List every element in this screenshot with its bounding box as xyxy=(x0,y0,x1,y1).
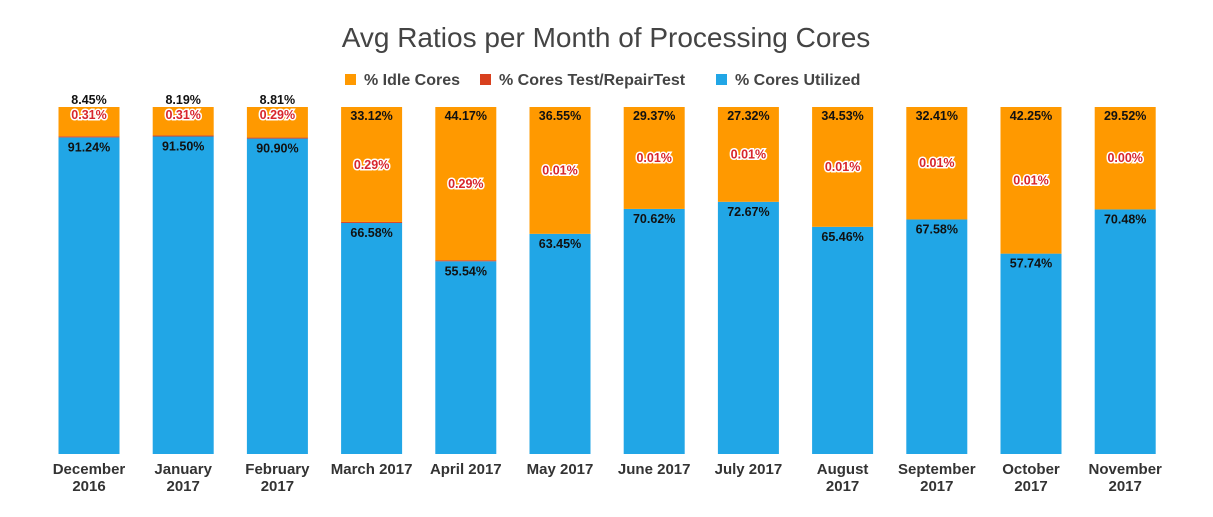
bar-idle xyxy=(717,107,779,202)
data-label-test-repair: 0.01% xyxy=(919,156,954,170)
data-label-utilized: 55.54% xyxy=(445,264,487,278)
data-label-idle: 8.19% xyxy=(165,93,200,107)
data-label-test-repair: 0.29% xyxy=(260,108,295,122)
bar-idle xyxy=(1094,107,1156,210)
data-label-test-repair: 0.29% xyxy=(354,158,389,172)
bar-idle xyxy=(58,107,120,137)
data-label-idle: 34.53% xyxy=(821,109,863,123)
legend-swatch-cores-test-repairtest xyxy=(480,74,491,85)
data-label-idle: 29.37% xyxy=(633,109,675,123)
x-tick-label: January 2017 xyxy=(154,461,212,495)
x-tick-label: June 2017 xyxy=(618,461,691,478)
x-tick-label: August 2017 xyxy=(817,461,869,495)
legend-label-cores-utilized: % Cores Utilized xyxy=(735,72,860,89)
x-tick-label: March 2017 xyxy=(331,461,413,478)
x-tick-label: April 2017 xyxy=(430,461,502,478)
data-label-utilized: 91.50% xyxy=(162,139,204,153)
x-tick-label: October 2017 xyxy=(1002,461,1060,495)
bar-utilized xyxy=(529,233,591,454)
data-label-idle: 42.25% xyxy=(1010,109,1052,123)
data-label-test-repair: 0.01% xyxy=(825,160,860,174)
bar-idle xyxy=(152,107,214,136)
data-label-utilized: 70.62% xyxy=(633,212,675,226)
legend: % Idle Cores % Cores Test/RepairTest % Cor… xyxy=(345,72,860,89)
bar-utilized xyxy=(623,208,685,454)
data-label-utilized: 70.48% xyxy=(1104,212,1146,226)
data-label-idle: 8.81% xyxy=(260,93,295,107)
data-label-utilized: 57.74% xyxy=(1010,257,1052,271)
data-label-idle: 29.52% xyxy=(1104,109,1146,123)
bar-test-repair xyxy=(435,260,497,262)
data-label-test-repair: 0.01% xyxy=(636,151,671,165)
data-label-utilized: 66.58% xyxy=(350,226,392,240)
x-tick-label: November 2017 xyxy=(1089,461,1163,495)
data-label-idle: 36.55% xyxy=(539,109,581,123)
data-label-test-repair: 0.01% xyxy=(1013,173,1048,187)
bar-idle xyxy=(529,107,591,234)
data-label-utilized: 67.58% xyxy=(916,222,958,236)
data-labels: 91.24%8.45%0.31%91.50%8.19%0.31%90.90%8.… xyxy=(68,93,1147,278)
bar-utilized xyxy=(906,219,968,454)
chart-title: Avg Ratios per Month of Processing Cores xyxy=(342,22,871,53)
legend-label-cores-test-repairtest: % Cores Test/RepairTest xyxy=(499,72,686,89)
bar-idle xyxy=(1000,107,1062,254)
bar-test-repair xyxy=(58,136,120,138)
bar-idle xyxy=(246,107,308,138)
bar-utilized xyxy=(58,137,120,454)
x-tick-label: September 2017 xyxy=(898,461,976,495)
data-label-idle: 33.12% xyxy=(350,109,392,123)
data-label-test-repair: 0.31% xyxy=(165,108,200,122)
bars xyxy=(58,107,1156,454)
x-tick-label: July 2017 xyxy=(715,461,783,478)
bar-test-repair xyxy=(152,135,214,137)
data-label-idle: 8.45% xyxy=(71,93,106,107)
data-label-idle: 44.17% xyxy=(445,109,487,123)
data-label-utilized: 63.45% xyxy=(539,237,581,251)
bar-utilized xyxy=(246,138,308,454)
bar-utilized xyxy=(812,226,874,454)
data-label-test-repair: 0.01% xyxy=(542,163,577,177)
data-label-test-repair: 0.29% xyxy=(448,177,483,191)
data-label-idle: 32.41% xyxy=(916,109,958,123)
bar-utilized xyxy=(1000,253,1062,454)
bar-test-repair xyxy=(341,221,403,223)
legend-label-idle-cores: % Idle Cores xyxy=(364,72,460,89)
data-label-idle: 27.32% xyxy=(727,109,769,123)
bar-test-repair xyxy=(246,137,308,139)
bar-idle xyxy=(623,107,685,209)
x-tick-label: May 2017 xyxy=(527,461,594,478)
bar-utilized xyxy=(435,261,497,454)
bar-idle xyxy=(341,107,403,222)
x-tick-label: February 2017 xyxy=(245,461,310,495)
x-tick-label: December 2016 xyxy=(53,461,126,495)
bar-idle xyxy=(812,107,874,227)
bar-idle xyxy=(435,107,497,261)
bar-utilized xyxy=(341,222,403,454)
bar-utilized xyxy=(152,136,214,454)
data-label-utilized: 91.24% xyxy=(68,140,110,154)
data-label-utilized: 72.67% xyxy=(727,205,769,219)
legend-swatch-cores-utilized xyxy=(716,74,727,85)
data-label-utilized: 90.90% xyxy=(256,142,298,156)
bar-utilized xyxy=(1094,209,1156,454)
data-label-test-repair: 0.00% xyxy=(1107,151,1142,165)
bar-utilized xyxy=(717,201,779,454)
data-label-utilized: 65.46% xyxy=(821,230,863,244)
x-axis: December 2016 January 2017 February 2017 March… xyxy=(53,461,1162,495)
data-label-test-repair: 0.01% xyxy=(731,147,766,161)
legend-swatch-idle-cores xyxy=(345,74,356,85)
data-label-test-repair: 0.31% xyxy=(71,108,106,122)
bar-idle xyxy=(906,107,968,220)
